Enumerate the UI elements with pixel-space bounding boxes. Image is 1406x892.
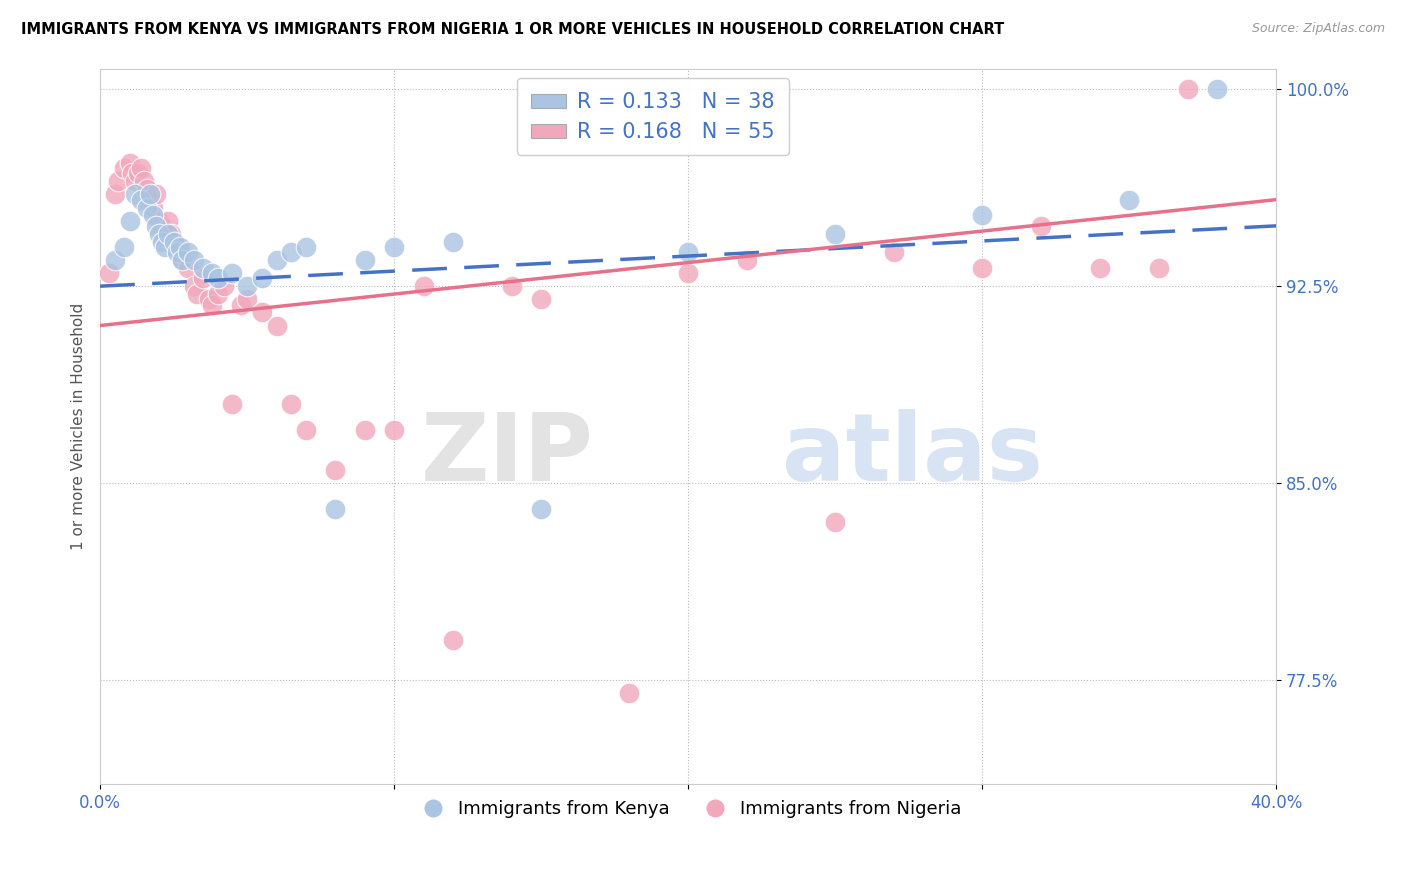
Point (162, 235, 184, 249)
Point (118, 213, 141, 227)
Point (97, 266, 120, 280)
Point (441, 235, 464, 249)
Point (166, 245, 188, 260)
Point (323, 502, 346, 516)
Point (735, 252, 758, 267)
Point (236, 293, 259, 307)
Point (824, 515, 846, 529)
Point (207, 271, 229, 285)
Point (501, 279, 523, 293)
Point (177, 245, 200, 260)
Point (266, 318, 288, 333)
Text: IMMIGRANTS FROM KENYA VS IMMIGRANTS FROM NIGERIA 1 OR MORE VEHICLES IN HOUSEHOLD: IMMIGRANTS FROM KENYA VS IMMIGRANTS FROM… (21, 22, 1004, 37)
Point (186, 287, 208, 301)
Point (231, 297, 253, 311)
Point (112, 240, 135, 254)
Point (153, 240, 176, 254)
Point (148, 227, 170, 241)
Point (221, 397, 243, 411)
Point (142, 208, 165, 222)
Point (382, 424, 405, 438)
Point (156, 227, 179, 241)
Point (824, 227, 846, 241)
Point (530, 293, 553, 307)
Point (250, 305, 273, 319)
Point (221, 266, 243, 280)
Point (212, 279, 235, 293)
Point (250, 271, 273, 285)
Point (280, 397, 302, 411)
Point (142, 201, 165, 215)
Point (1206, 82, 1229, 96)
Point (127, 166, 149, 180)
Point (201, 266, 224, 280)
Point (129, 161, 152, 176)
Point (150, 219, 173, 233)
Text: atlas: atlas (782, 409, 1043, 501)
Point (134, 174, 156, 188)
Point (530, 502, 553, 516)
Point (1118, 193, 1140, 207)
Point (198, 293, 221, 307)
Point (266, 252, 288, 267)
Point (972, 260, 994, 275)
Point (150, 235, 173, 249)
Text: ZIP: ZIP (422, 409, 595, 501)
Point (1177, 82, 1199, 96)
Point (441, 633, 464, 648)
Point (191, 271, 214, 285)
Point (153, 227, 176, 241)
Point (124, 174, 146, 188)
Point (295, 424, 318, 438)
Point (129, 193, 152, 207)
Point (353, 252, 375, 267)
Point (1088, 260, 1111, 275)
Point (295, 240, 318, 254)
Point (676, 245, 699, 260)
Point (172, 252, 194, 267)
Point (166, 240, 188, 254)
Point (104, 252, 127, 267)
Point (183, 252, 205, 267)
Point (162, 235, 184, 249)
Point (323, 463, 346, 477)
Point (107, 174, 129, 188)
Point (676, 266, 699, 280)
Point (183, 279, 205, 293)
Point (177, 260, 200, 275)
Point (619, 686, 641, 700)
Point (124, 187, 146, 202)
Point (382, 240, 405, 254)
Point (104, 187, 127, 202)
Point (1147, 260, 1170, 275)
Point (121, 166, 143, 180)
Point (207, 287, 229, 301)
Point (412, 279, 434, 293)
Point (136, 182, 159, 196)
Point (353, 424, 375, 438)
Point (280, 245, 302, 260)
Point (1029, 219, 1052, 233)
Point (201, 297, 224, 311)
Point (118, 156, 141, 170)
Point (156, 213, 179, 227)
Point (169, 245, 191, 260)
Point (236, 279, 259, 293)
Text: Source: ZipAtlas.com: Source: ZipAtlas.com (1251, 22, 1385, 36)
Point (148, 213, 170, 227)
Point (139, 193, 162, 207)
Point (136, 201, 159, 215)
Y-axis label: 1 or more Vehicles in Household: 1 or more Vehicles in Household (72, 303, 86, 550)
Legend: Immigrants from Kenya, Immigrants from Nigeria: Immigrants from Kenya, Immigrants from N… (408, 793, 969, 825)
Point (172, 252, 194, 267)
Point (112, 161, 135, 176)
Point (145, 187, 167, 202)
Point (972, 208, 994, 222)
Point (159, 227, 181, 241)
Point (139, 187, 162, 202)
Point (169, 240, 191, 254)
Point (191, 260, 214, 275)
Point (883, 245, 905, 260)
Point (145, 219, 167, 233)
